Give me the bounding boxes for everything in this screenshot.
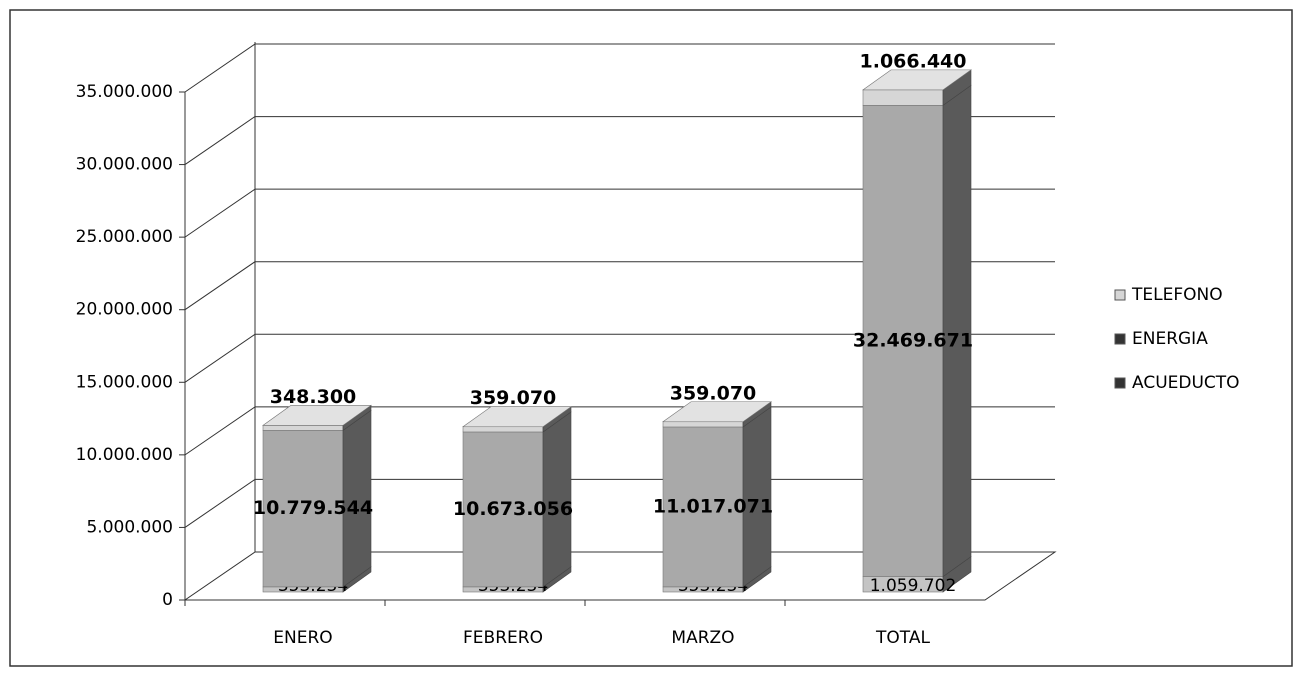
bar-segment	[862, 105, 944, 577]
bar-top	[862, 69, 972, 91]
data-label: 348.300	[270, 386, 357, 408]
bar-segment	[662, 421, 744, 428]
grid-diagonal	[184, 116, 256, 165]
bar-segment	[662, 426, 744, 588]
grid-diagonal	[184, 479, 256, 528]
x-tick-label: ENERO	[273, 628, 332, 648]
data-label: 359.070	[670, 382, 757, 404]
data-label: 10.779.544	[253, 497, 373, 519]
legend-label: TELEFONO	[1131, 285, 1223, 305]
y-tick-label: 5.000.000	[86, 517, 173, 537]
y-tick-label: 25.000.000	[76, 227, 173, 247]
legend-swatch	[1114, 377, 1126, 389]
bar-top	[462, 406, 572, 428]
x-tick-label: MARZO	[671, 628, 734, 648]
bar-segment	[462, 426, 544, 433]
legend-swatch	[1114, 333, 1126, 345]
y-tick-label: 0	[162, 590, 173, 610]
data-label: 1.066.440	[860, 50, 967, 72]
data-label: 1.059.702	[870, 576, 957, 596]
bar-segment	[262, 425, 344, 431]
legend-label: ENERGIA	[1132, 329, 1208, 349]
y-tick-label: 30.000.000	[76, 155, 173, 175]
bar-segment	[262, 430, 344, 588]
grid-diagonal	[184, 188, 256, 238]
x-tick-label: FEBRERO	[463, 628, 543, 648]
bar-segment	[862, 89, 944, 106]
data-label: 10.673.056	[453, 498, 573, 520]
grid-diagonal	[184, 43, 256, 93]
grid-diagonal	[184, 406, 256, 456]
grid-diagonal	[184, 261, 256, 311]
y-tick-label: 35.000.000	[76, 82, 173, 102]
bar-top	[262, 405, 372, 426]
legend-label: ACUEDUCTO	[1132, 373, 1240, 393]
data-label: 32.469.671	[853, 329, 973, 351]
bar-top	[662, 401, 772, 423]
y-tick-label: 15.000.000	[76, 372, 173, 392]
data-label: 11.017.071	[653, 495, 773, 517]
bar-segment	[462, 431, 544, 588]
y-tick-label: 20.000.000	[76, 300, 173, 320]
data-label: 359.070	[470, 387, 557, 409]
chart-frame	[9, 9, 1293, 667]
grid-diagonal	[184, 333, 256, 383]
legend-swatch	[1114, 289, 1126, 301]
y-tick-label: 10.000.000	[76, 445, 173, 465]
x-tick-label: TOTAL	[875, 628, 930, 648]
